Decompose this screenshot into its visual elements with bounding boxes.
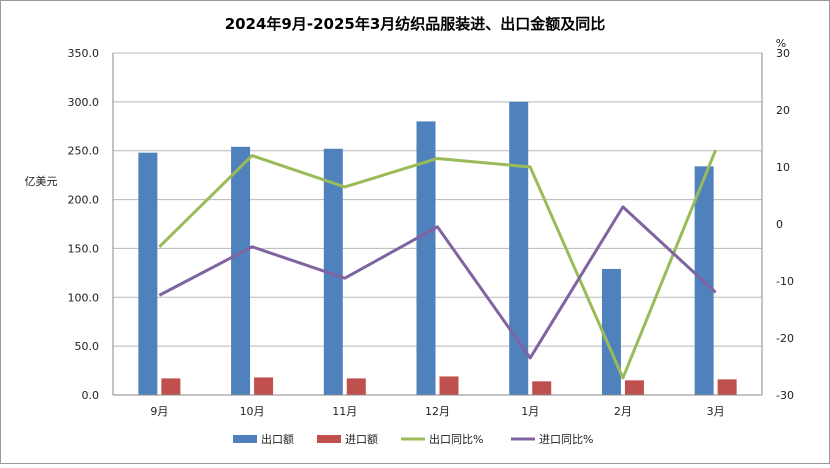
bar-进口额 <box>161 378 181 395</box>
bar-出口额 <box>509 101 529 395</box>
y-tick-label: 100.0 <box>68 291 100 304</box>
x-tick-label: 11月 <box>332 405 357 418</box>
y-axis-label: 亿美元 <box>25 175 58 188</box>
y2-tick-label: -10 <box>776 275 794 288</box>
bar-出口额 <box>138 152 158 395</box>
bar-series-group <box>138 101 737 396</box>
line-出口同比% <box>158 149 718 380</box>
x-tick-label: 3月 <box>707 405 725 418</box>
y2-tick-label: 20 <box>776 104 790 117</box>
legend-label: 出口额 <box>261 432 294 446</box>
line-进口同比% <box>158 205 717 360</box>
axes: 0.0 50.0 100.0 150.0 200.0 250.0 300.0 350.0 30 2… <box>68 47 794 418</box>
x-tick-label: 12月 <box>425 405 450 418</box>
legend-label: 进口额 <box>345 433 378 446</box>
y-tick-label: 300.0 <box>68 96 100 109</box>
y-tick-label: 0.0 <box>82 389 100 402</box>
x-tick-label: 2月 <box>614 405 632 418</box>
bar-出口额 <box>416 121 436 396</box>
bar-进口额 <box>346 378 366 395</box>
bar-出口额 <box>601 268 621 395</box>
legend-label: 进口同比% <box>539 433 593 446</box>
x-tick-label: 1月 <box>521 405 539 418</box>
y2-tick-label: 10 <box>776 161 790 174</box>
x-tick-label: 10月 <box>240 405 265 418</box>
bar-进口额 <box>624 380 644 395</box>
y-tick-label: 350.0 <box>68 47 100 60</box>
gridlines <box>113 52 762 396</box>
y2-tick-label: 0 <box>776 218 783 231</box>
legend: 出口额 进口额 出口同比% 进口同比% <box>233 432 593 446</box>
y-tick-label: 50.0 <box>75 340 100 353</box>
y2-tick-label: -30 <box>776 389 794 402</box>
bar-出口额 <box>323 148 343 395</box>
bar-进口额 <box>717 379 737 395</box>
bar-进口额 <box>254 377 274 395</box>
legend-swatch <box>233 435 257 443</box>
chart-title: 2024年9月-2025年3月纺织品服装进、出口金额及同比 <box>225 15 606 33</box>
legend-label: 出口同比% <box>429 432 483 446</box>
y-tick-label: 150.0 <box>68 242 100 255</box>
y-tick-label: 200.0 <box>68 194 100 207</box>
x-tick-label: 9月 <box>150 405 168 418</box>
y-tick-label: 250.0 <box>68 145 100 158</box>
legend-swatch <box>317 435 341 443</box>
line-series-group <box>158 149 718 380</box>
y2-tick-label: 30 <box>776 47 790 60</box>
y2-tick-label: -20 <box>776 332 794 345</box>
bar-进口额 <box>532 381 552 395</box>
y2-axis-label: % <box>776 37 786 50</box>
bar-出口额 <box>231 146 251 395</box>
bar-进口额 <box>439 376 459 395</box>
